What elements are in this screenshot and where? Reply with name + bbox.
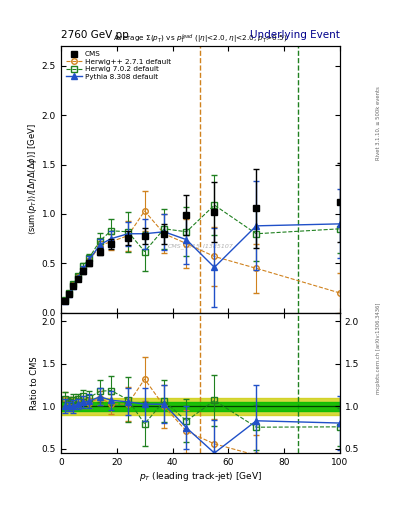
X-axis label: $p_T$ (leading track-jet) [GeV]: $p_T$ (leading track-jet) [GeV] <box>139 470 262 483</box>
Text: Underlying Event: Underlying Event <box>250 30 340 40</box>
Text: CMS_2015_I1385107: CMS_2015_I1385107 <box>167 243 233 249</box>
Y-axis label: $\langle$sum$(p_T)\rangle$/$[\Delta\eta\Delta(\Delta\phi)]$ [GeV]: $\langle$sum$(p_T)\rangle$/$[\Delta\eta\… <box>26 123 39 236</box>
Title: Average $\Sigma(p_T)$ vs $p_T^{lead}$ ($|\eta|$<2.0, $\eta|$<2.0, $p_T$>0.5): Average $\Sigma(p_T)$ vs $p_T^{lead}$ ($… <box>113 33 288 46</box>
Text: Rivet 3.1.10, ≥ 500k events: Rivet 3.1.10, ≥ 500k events <box>376 86 380 160</box>
Text: 2760 GeV pp: 2760 GeV pp <box>61 30 129 40</box>
Bar <box>61 398 340 415</box>
Y-axis label: Ratio to CMS: Ratio to CMS <box>30 356 39 410</box>
Text: mcplots.cern.ch [arXiv:1306.3436]: mcplots.cern.ch [arXiv:1306.3436] <box>376 303 380 394</box>
Bar <box>61 402 340 411</box>
Legend: CMS, Herwig++ 2.7.1 default, Herwig 7.0.2 default, Pythia 8.308 default: CMS, Herwig++ 2.7.1 default, Herwig 7.0.… <box>64 50 172 81</box>
